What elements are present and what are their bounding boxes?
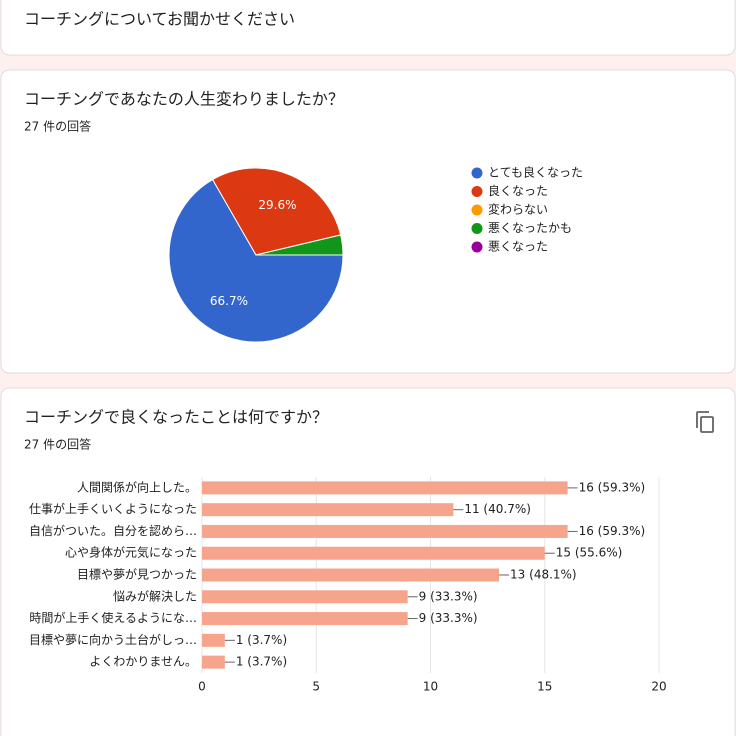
card xyxy=(0,387,736,736)
legend-swatch xyxy=(471,204,483,216)
bar-label: 16 (59.3%) xyxy=(579,480,646,494)
bar xyxy=(202,546,545,560)
bar xyxy=(202,524,568,538)
y-tick-label: 悩みが解決した xyxy=(113,588,197,603)
pie-slice xyxy=(168,178,344,343)
y-tick-label: 仕事が上手くいくようになった xyxy=(29,501,197,516)
x-tick-label: 20 xyxy=(651,680,666,694)
y-tick-label: 目標や夢が見つかった xyxy=(77,567,197,582)
slice-label: 29.6% xyxy=(258,198,296,212)
y-tick-label: 自信がついた。自分を認めら… xyxy=(29,523,197,538)
x-tick-label: 15 xyxy=(537,680,552,694)
copy-icon[interactable] xyxy=(696,411,714,433)
legend-label: 変わらない xyxy=(488,202,548,217)
question-title: コーチングで良くなったことは何ですか？ xyxy=(24,408,328,427)
card xyxy=(0,0,736,56)
legend-label: 悪くなった xyxy=(488,240,548,254)
bar-label: 13 (48.1%) xyxy=(510,568,577,582)
legend-label: とても良くなった xyxy=(488,165,583,180)
slice-label: 66.7% xyxy=(210,294,248,308)
question-title: コーチングであなたの人生変わりましたか？ xyxy=(24,90,344,109)
x-tick-label: 10 xyxy=(423,680,438,694)
y-tick-label: 目標や夢に向かう土台がしっ… xyxy=(29,632,197,647)
legend-label: 悪くなったかも xyxy=(488,221,572,235)
bar-label: 1 (3.7%) xyxy=(236,655,287,669)
legend-swatch xyxy=(471,241,483,253)
bar-label: 16 (59.3%) xyxy=(579,524,646,538)
x-tick-label: 5 xyxy=(312,680,320,694)
x-tick-label: 0 xyxy=(198,680,206,694)
bar-label: 11 (40.7%) xyxy=(464,502,531,516)
response-count: 27 件の回答 xyxy=(24,437,91,452)
bar xyxy=(202,568,500,582)
y-tick-label: 時間が上手く使えるようにな… xyxy=(29,610,197,625)
bar-label: 1 (3.7%) xyxy=(236,633,287,647)
legend-swatch xyxy=(471,186,483,197)
card xyxy=(0,69,736,374)
bar xyxy=(202,590,408,604)
bar xyxy=(202,612,408,626)
bar xyxy=(202,633,225,647)
section-title: コーチングについてお聞かせください xyxy=(24,10,295,29)
y-tick-label: 人間関係が向上した。 xyxy=(77,479,197,494)
response-count: 27 件の回答 xyxy=(24,119,91,134)
bar-label: 9 (33.3%) xyxy=(419,589,478,603)
bar xyxy=(202,655,225,669)
bar-label: 9 (33.3%) xyxy=(419,611,478,625)
y-tick-label: 心や身体が元気になった xyxy=(65,545,197,560)
y-tick-label: よくわかりません。 xyxy=(89,655,197,669)
bar-label: 15 (55.6%) xyxy=(556,546,623,560)
legend-swatch xyxy=(471,223,483,234)
legend-label: 良くなった xyxy=(488,183,548,198)
bar xyxy=(202,503,454,517)
bar xyxy=(202,481,568,495)
legend-swatch xyxy=(471,167,483,179)
pie-slice xyxy=(211,167,342,256)
